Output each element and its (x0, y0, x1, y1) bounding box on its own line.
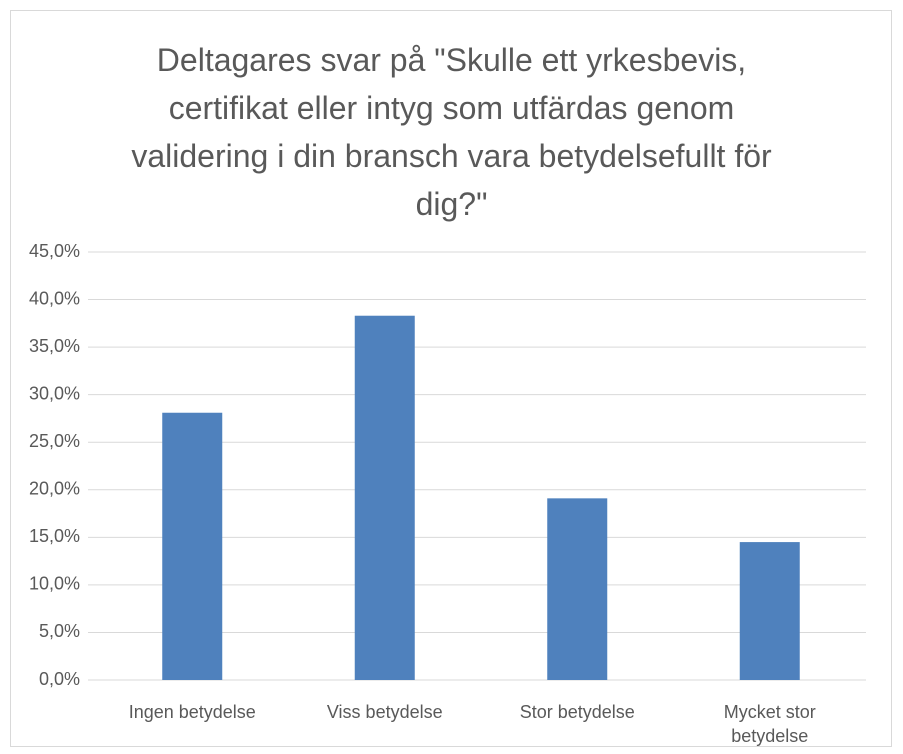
x-tick-label: Ingen betydelse (128, 702, 256, 722)
x-tick-label: Viss betydelse (326, 702, 443, 722)
y-tick-label: 25,0% (29, 431, 80, 451)
y-tick-label: 30,0% (29, 383, 80, 403)
bar (162, 412, 223, 680)
y-tick-label: 40,0% (29, 288, 80, 308)
y-tick-label: 35,0% (29, 336, 80, 356)
chart-frame (10, 10, 892, 747)
x-tick-label: Stor betydelse (519, 702, 635, 722)
y-tick-label: 5,0% (39, 621, 80, 641)
chart-title: Deltagares svar på "Skulle ett yrkesbevi… (131, 42, 772, 222)
y-tick-label: 45,0% (29, 241, 80, 261)
y-tick-label: 10,0% (29, 574, 80, 594)
bar (547, 498, 608, 680)
y-tick-label: 20,0% (29, 479, 80, 499)
bar (354, 315, 415, 680)
y-tick-label: 15,0% (29, 526, 80, 546)
bar (739, 542, 800, 680)
y-tick-label: 0,0% (39, 669, 80, 689)
x-tick-label: Mycket stor betydelse (723, 702, 816, 746)
